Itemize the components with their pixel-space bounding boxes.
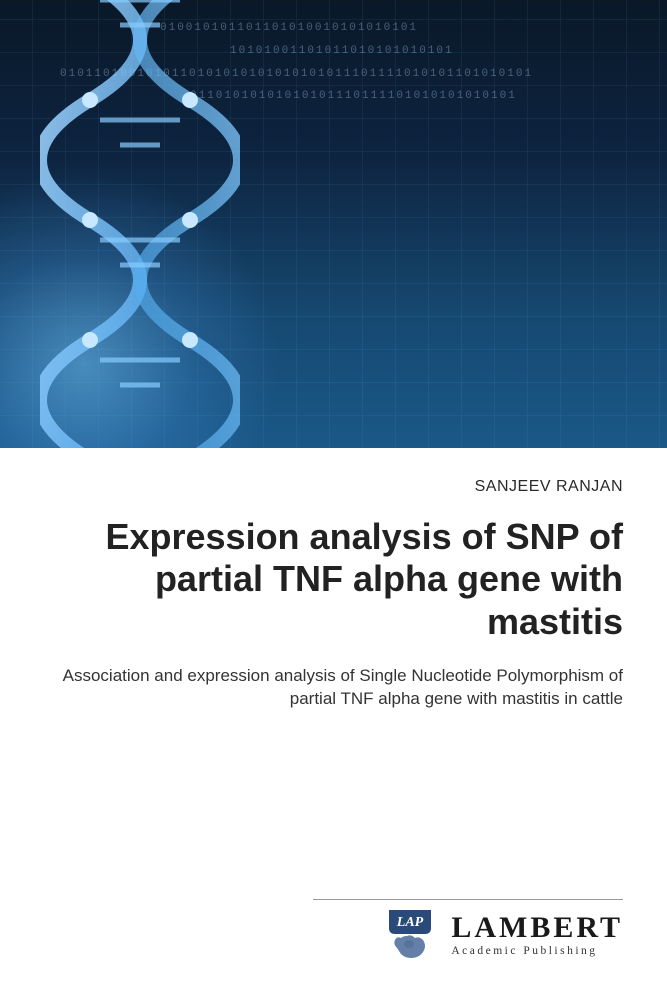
publisher-tagline: Academic Publishing — [451, 945, 623, 957]
publisher-logo: LAP LAMBERT Academic Publishing — [381, 906, 623, 964]
svg-text:LAP: LAP — [396, 915, 424, 930]
cover-image: 010010101101101010010101010101 101010011… — [0, 0, 667, 448]
logo-divider — [313, 899, 623, 900]
author-name: SANJEEV RANJAN — [44, 478, 623, 496]
book-subtitle: Association and expression analysis of S… — [44, 665, 623, 711]
publisher-emblem-icon: LAP — [381, 906, 439, 964]
dna-helix-icon — [40, 0, 240, 448]
text-block: SANJEEV RANJAN Expression analysis of SN… — [44, 478, 623, 711]
publisher-name: LAMBERT — [451, 913, 623, 943]
binary-row: 10101001101011010101010101 — [230, 45, 454, 57]
book-title: Expression analysis of SNP of partial TN… — [44, 516, 623, 643]
publisher-text: LAMBERT Academic Publishing — [451, 913, 623, 957]
